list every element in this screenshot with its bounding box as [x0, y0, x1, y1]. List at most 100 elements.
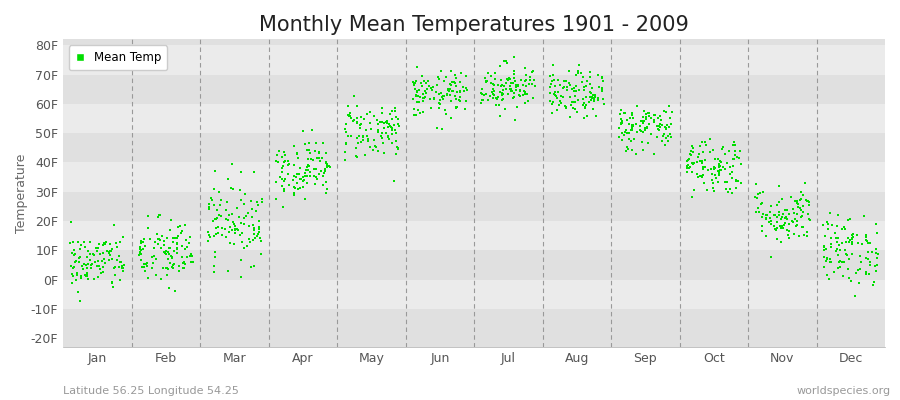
Point — [759, 215, 773, 222]
Bar — [63, 309, 885, 338]
Point — [177, 258, 192, 265]
Point — [624, 127, 638, 133]
Point — [176, 264, 191, 271]
Point — [691, 154, 706, 160]
Point — [248, 225, 262, 232]
Point — [684, 152, 698, 158]
Point — [102, 249, 116, 256]
Point — [146, 260, 160, 266]
Point — [692, 173, 706, 179]
Point — [309, 140, 323, 146]
Point — [635, 118, 650, 124]
Point — [412, 94, 427, 100]
Point — [785, 218, 799, 224]
Point — [490, 96, 504, 102]
Point — [748, 194, 762, 200]
Point — [453, 89, 467, 96]
Point — [488, 76, 502, 83]
Point — [776, 225, 790, 231]
Point — [838, 247, 852, 253]
Point — [309, 174, 323, 181]
Point — [752, 209, 766, 216]
Point — [779, 227, 794, 233]
Point — [183, 253, 197, 259]
Point — [79, 265, 94, 271]
Point — [491, 102, 506, 108]
Point — [86, 261, 100, 267]
Point — [837, 259, 851, 265]
Point — [276, 186, 291, 192]
Legend: Mean Temp: Mean Temp — [69, 45, 167, 70]
Point — [72, 259, 86, 265]
Point — [338, 126, 352, 132]
Point — [341, 112, 356, 119]
Point — [366, 113, 381, 120]
Point — [626, 115, 641, 122]
Point — [320, 164, 334, 170]
Point — [507, 71, 521, 77]
Point — [835, 226, 850, 233]
Point — [248, 235, 262, 241]
Point — [160, 272, 175, 278]
Point — [281, 162, 295, 169]
Point — [661, 133, 675, 139]
Point — [833, 247, 848, 254]
Point — [692, 150, 706, 157]
Point — [139, 260, 153, 267]
Point — [225, 161, 239, 167]
Point — [91, 274, 105, 280]
Point — [724, 175, 739, 181]
Point — [373, 118, 387, 125]
Point — [575, 79, 590, 86]
Point — [869, 230, 884, 236]
Point — [172, 262, 186, 269]
Point — [732, 178, 746, 184]
Point — [112, 258, 127, 265]
Point — [830, 245, 844, 252]
Point — [344, 132, 358, 139]
Point — [375, 139, 390, 146]
Point — [116, 234, 130, 240]
Point — [316, 140, 330, 147]
Point — [752, 189, 767, 196]
Point — [212, 212, 226, 219]
Point — [565, 105, 580, 111]
Point — [614, 120, 628, 126]
Point — [219, 216, 233, 222]
Point — [690, 174, 705, 180]
Point — [381, 134, 395, 141]
Point — [234, 220, 248, 226]
Point — [772, 209, 787, 216]
Point — [310, 154, 324, 161]
Point — [248, 263, 262, 269]
Point — [646, 150, 661, 157]
Point — [621, 146, 635, 152]
Point — [320, 186, 335, 192]
Point — [782, 235, 796, 241]
Point — [612, 124, 626, 131]
Point — [577, 83, 591, 90]
Point — [662, 103, 677, 109]
Point — [167, 288, 182, 294]
Point — [165, 255, 179, 262]
Point — [788, 216, 803, 222]
Point — [341, 103, 356, 110]
Point — [389, 151, 403, 158]
Point — [432, 100, 446, 106]
Point — [788, 198, 803, 204]
Point — [92, 263, 106, 270]
Point — [304, 126, 319, 133]
Point — [510, 82, 525, 88]
Point — [868, 245, 883, 252]
Point — [102, 257, 116, 263]
Point — [433, 101, 447, 107]
Point — [646, 112, 661, 118]
Point — [659, 125, 673, 131]
Point — [406, 78, 420, 85]
Point — [483, 73, 498, 80]
Point — [513, 88, 527, 94]
Point — [796, 192, 810, 198]
Point — [298, 170, 312, 176]
Point — [618, 127, 633, 134]
Point — [844, 241, 859, 247]
